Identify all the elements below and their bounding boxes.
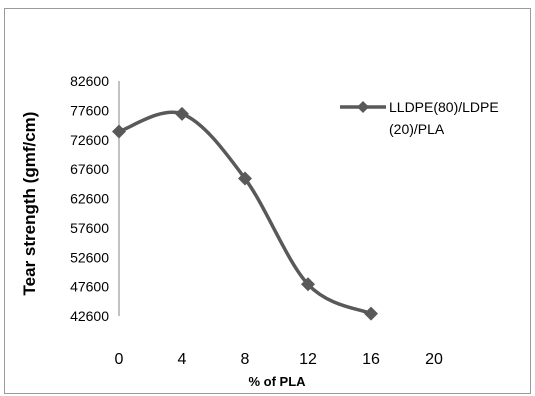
- y-tick-label: 77600: [70, 102, 109, 118]
- x-tick-label: 4: [178, 351, 187, 368]
- y-tick-labels: 42600 47600 52600 57600 62600 67600 72600 77600…: [70, 73, 109, 324]
- x-tick-labels: 0 4 8 12 16 20: [115, 351, 443, 368]
- line-chart: 42600 47600 52600 57600 62600 67600 72600 77600…: [20, 73, 499, 389]
- data-point-marker: [112, 124, 126, 139]
- y-tick-label: 72600: [70, 132, 109, 148]
- series-line: [118, 110, 372, 316]
- y-tick-label: 42600: [70, 308, 109, 324]
- y-tick-label: 82600: [70, 73, 109, 89]
- x-tick-label: 0: [115, 351, 124, 368]
- legend-label-line-1: LLDPE(80)/LDPE: [389, 99, 499, 115]
- y-tick-label: 52600: [70, 249, 109, 265]
- y-axis-label: Tear strength (gmf/cm): [20, 112, 39, 296]
- chart-frame: 42600 47600 52600 57600 62600 67600 72600 77600…: [4, 8, 531, 394]
- y-tick-label: 67600: [70, 161, 109, 177]
- x-axis-label: % of PLA: [248, 374, 306, 389]
- y-tick-label: 47600: [70, 279, 109, 295]
- legend-label-line-2: (20)/PLA: [389, 121, 445, 137]
- legend-marker: [357, 101, 369, 113]
- y-tick-label: 62600: [70, 191, 109, 207]
- data-point-marker: [364, 306, 378, 321]
- y-tick-label: 57600: [70, 220, 109, 236]
- data-point-marker: [238, 171, 252, 186]
- series-markers: [112, 106, 378, 321]
- x-tick-label: 12: [299, 351, 317, 368]
- legend: LLDPE(80)/LDPE (20)/PLA: [340, 99, 499, 137]
- data-point-marker: [175, 106, 189, 121]
- x-tick-label: 16: [362, 351, 380, 368]
- x-tick-label: 8: [241, 351, 250, 368]
- data-point-marker: [301, 277, 315, 292]
- x-tick-label: 20: [425, 351, 443, 368]
